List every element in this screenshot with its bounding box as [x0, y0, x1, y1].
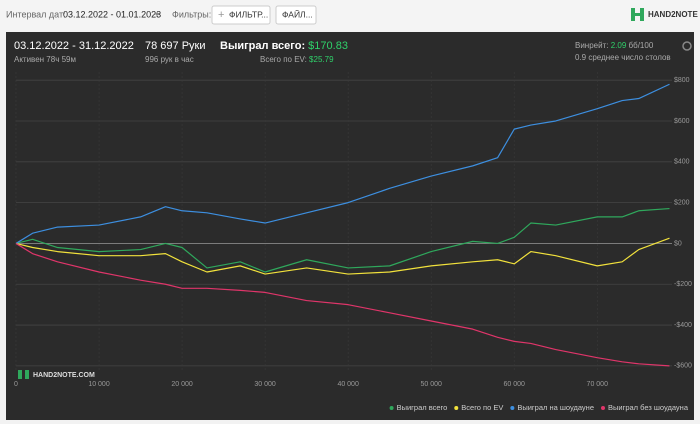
y-tick-label: $0 — [674, 240, 682, 247]
legend-label: Выиграл всего — [397, 403, 448, 412]
won-value: $170.83 — [308, 40, 348, 52]
winrate-value: 2.09 — [611, 41, 627, 50]
legend-swatch — [454, 406, 459, 410]
legend-swatch — [601, 406, 605, 410]
ev-total: Всего по EV: $25.79 — [260, 55, 334, 64]
x-tick-label: 10 000 — [88, 381, 110, 388]
winrate: Винрейт: 2.09 бб/100 — [575, 41, 654, 50]
x-tick-label: 70 000 — [587, 381, 609, 388]
tables: 0.9 среднее число столов — [575, 53, 671, 62]
interval-value[interactable]: 03.12.2022 - 01.01.2023 — [63, 9, 161, 19]
legend-label: Всего по EV — [461, 403, 503, 412]
legend-swatch — [510, 406, 515, 410]
series-line — [15, 207, 670, 273]
filters-label: Фильтры: — [172, 9, 211, 19]
logo-mark — [631, 13, 644, 16]
file-button[interactable] — [275, 5, 317, 25]
file-button-label[interactable]: ФАЙЛ... — [282, 8, 313, 19]
watermark-mark — [25, 370, 29, 379]
x-tick-label: 50 000 — [420, 381, 442, 388]
x-tick-label: 0 — [14, 381, 18, 388]
top-bar — [0, 0, 700, 30]
y-tick-label: $800 — [674, 77, 690, 84]
y-tick-label: -$200 — [674, 281, 692, 288]
winrate-unit: бб/100 — [629, 41, 654, 50]
y-tick-label: -$600 — [674, 363, 692, 370]
hands: 78 697 Руки — [145, 40, 206, 52]
hands-per-hour: 996 рук в час — [145, 55, 194, 64]
x-tick-label: 40 000 — [337, 381, 359, 388]
series-line — [15, 242, 670, 367]
y-tick-label: $600 — [674, 118, 690, 125]
filter-button[interactable] — [211, 5, 271, 25]
legend-label: Выиграл на шоудауне — [517, 403, 594, 412]
filter-button-label[interactable]: ФИЛЬТР... — [229, 9, 268, 19]
dropdown-arrow[interactable] — [154, 13, 160, 16]
won-total: Выиграл всего: $170.83 — [220, 40, 348, 52]
ev-label: Всего по EV: — [260, 55, 307, 64]
y-tick-label: -$400 — [674, 322, 692, 329]
interval-label: Интервал дат: — [6, 9, 66, 19]
x-tick-label: 20 000 — [171, 381, 193, 388]
plus-icon: + — [218, 9, 224, 21]
series-line — [15, 83, 670, 244]
y-tick-label: $200 — [674, 199, 690, 206]
logo-text: HAND2NOTE — [648, 10, 698, 19]
ev-value: $25.79 — [309, 55, 334, 64]
plot: -$600 -$400 -$200 $0 $200 $400 $600 $800 0 10 000… — [14, 72, 692, 412]
period: 03.12.2022 - 31.12.2022 — [14, 40, 134, 52]
y-tick-label: $400 — [674, 159, 690, 166]
x-tick-label: 30 000 — [254, 381, 276, 388]
active-time: Активен 78ч 59м — [14, 55, 76, 64]
winrate-label: Винрейт: — [575, 41, 608, 50]
panel — [6, 32, 694, 420]
x-tick-label: 60 000 — [504, 381, 526, 388]
legend-swatch — [389, 406, 394, 410]
watermark: HAND2NOTE.COM — [33, 372, 95, 379]
settings-icon[interactable] — [682, 41, 692, 51]
legend-label: Выиграл без шоудауна — [608, 403, 689, 412]
series-line — [15, 237, 670, 275]
won-label: Выиграл всего: — [220, 40, 305, 52]
watermark-mark — [18, 370, 22, 379]
